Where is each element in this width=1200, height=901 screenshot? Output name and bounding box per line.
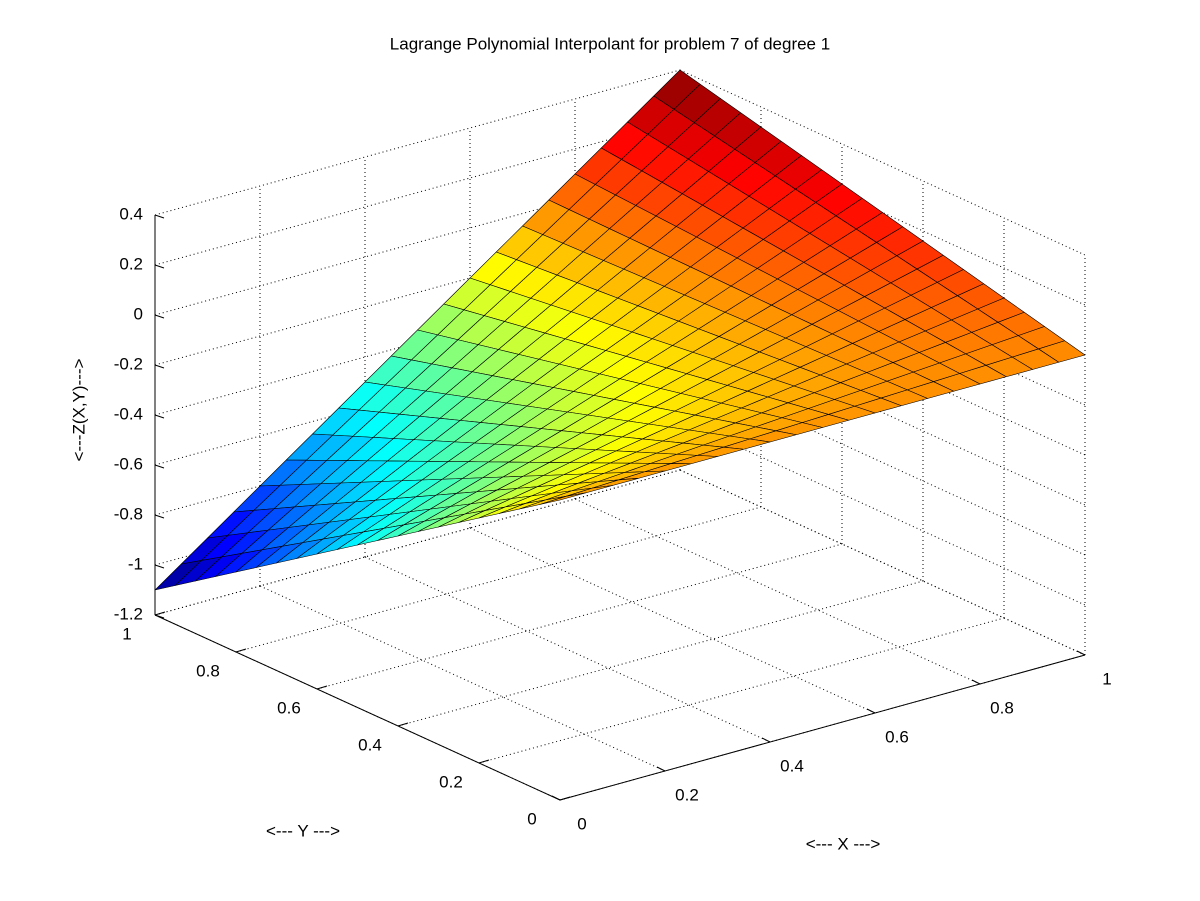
x-tick (761, 737, 771, 743)
x-tick (866, 708, 876, 714)
grid-line (154, 469, 681, 616)
x-tick-label: 0.8 (990, 698, 1014, 717)
z-tick (154, 264, 165, 269)
z-tick-label: -0.8 (114, 504, 143, 523)
z-tick-label: -0.2 (114, 354, 143, 373)
x-tick-label: 0.6 (885, 727, 909, 746)
z-tick (154, 564, 165, 569)
chart-title: Lagrange Polynomial Interpolant for prob… (390, 34, 830, 53)
grid-line (154, 169, 681, 316)
z-tick (154, 364, 165, 369)
surface-face (539, 492, 587, 505)
y-axis-line (154, 614, 561, 801)
z-tick-label: 0 (134, 304, 143, 323)
y-tick (154, 611, 166, 616)
y-tick-label: 0.4 (358, 735, 382, 754)
x-axis-label: <--- X ---> (806, 834, 881, 853)
y-tick-label: 0.8 (196, 661, 220, 680)
grid-line (478, 617, 1005, 764)
y-tick-label: 0.2 (439, 772, 463, 791)
x-tick-label: 0 (577, 814, 586, 833)
y-tick (478, 759, 490, 764)
x-tick-label: 1 (1102, 669, 1111, 688)
x-tick (1076, 650, 1086, 656)
grid-line (154, 119, 681, 266)
x-tick-label: 0.4 (780, 756, 804, 775)
z-tick-label: -1.2 (114, 604, 143, 623)
z-tick-label: 0.2 (119, 254, 143, 273)
z-tick (154, 514, 165, 519)
y-tick-label: 1 (122, 624, 131, 643)
x-tick-label: 0.2 (675, 785, 699, 804)
x-tick (971, 679, 981, 685)
y-tick (397, 722, 409, 727)
z-tick (154, 214, 165, 219)
z-tick (154, 314, 165, 319)
z-tick-label: -0.4 (114, 404, 143, 423)
z-tick-label: -0.6 (114, 454, 143, 473)
z-tick (154, 414, 165, 419)
x-axis-line (559, 654, 1086, 801)
y-tick (235, 648, 247, 653)
grid-line (235, 506, 762, 653)
x-tick (656, 766, 666, 772)
z-tick-label: -1 (128, 554, 143, 573)
grid-line (397, 580, 924, 727)
surface (154, 69, 1086, 591)
grid-line (154, 219, 681, 366)
y-tick-label: 0.6 (277, 698, 301, 717)
y-axis-label: <--- Y ---> (266, 821, 340, 840)
grid-line (316, 543, 843, 690)
axes: 00.20.40.60.8100.20.40.60.81-1.2-1-0.8-0… (114, 204, 1112, 833)
y-tick-label: 0 (527, 809, 536, 828)
grid-line (154, 69, 681, 216)
z-tick (154, 464, 165, 469)
y-tick (316, 685, 328, 690)
z-tick-label: 0.4 (119, 204, 143, 223)
z-axis-label: <---Z(X,Y)---> (69, 358, 88, 461)
